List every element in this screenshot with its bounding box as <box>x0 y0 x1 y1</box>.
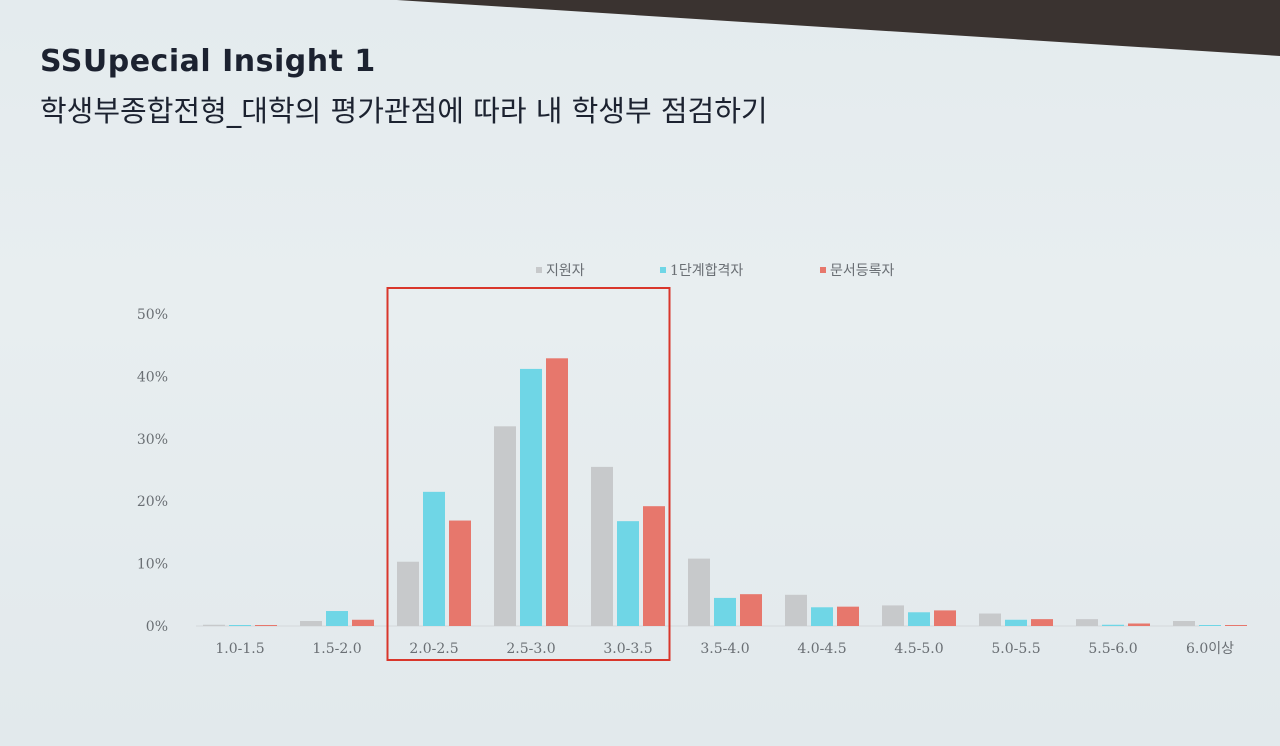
x-tick-label: 3.0-3.5 <box>603 641 652 657</box>
bar <box>1225 625 1247 626</box>
x-tick-label: 1.5-2.0 <box>312 641 361 657</box>
legend-label: 지원자 <box>546 263 585 279</box>
legend-label: 1단계합격자 <box>670 263 743 279</box>
legend-swatch <box>536 267 542 273</box>
bar <box>397 561 419 626</box>
x-tick-label: 5.5-6.0 <box>1088 641 1137 657</box>
bar <box>688 558 710 626</box>
bar <box>1128 623 1150 626</box>
bar <box>1031 619 1053 626</box>
bar <box>449 520 471 626</box>
x-tick-label: 6.0이상 <box>1186 641 1234 657</box>
bar <box>811 607 833 626</box>
bar <box>908 612 930 626</box>
legend: 지원자 1단계합격자 문서등록자 <box>536 263 895 279</box>
legend-label: 문서등록자 <box>830 263 895 279</box>
legend-swatch <box>660 267 666 273</box>
bar <box>423 491 445 626</box>
bar <box>520 368 542 626</box>
y-tick-label: 50% <box>137 307 168 323</box>
bar <box>203 624 225 626</box>
y-tick-label: 20% <box>137 494 168 510</box>
bar <box>934 610 956 626</box>
highlight-box-group <box>386 287 671 661</box>
bar <box>714 597 736 626</box>
bar <box>785 594 807 626</box>
bar <box>591 466 613 626</box>
y-tick-label: 0% <box>146 619 168 635</box>
y-tick-label: 40% <box>137 369 168 385</box>
x-axis: 1.0-1.5 1.5-2.0 2.0-2.5 2.5-3.0 3.0-3.5 3.5-4… <box>215 641 1234 657</box>
bar <box>229 625 251 626</box>
bar <box>1173 621 1195 626</box>
bar <box>326 611 348 626</box>
legend-swatch <box>820 267 826 273</box>
bar <box>1199 625 1221 626</box>
bar <box>882 605 904 626</box>
bars <box>196 358 1247 627</box>
bar <box>300 621 322 626</box>
bar <box>617 521 639 626</box>
y-tick-label: 10% <box>137 557 168 573</box>
bar <box>1076 619 1098 626</box>
slide-title: SSUpecial Insight 1 <box>40 44 376 79</box>
highlight-box <box>386 287 671 661</box>
x-tick-label: 3.5-4.0 <box>700 641 749 657</box>
bar <box>494 426 516 626</box>
x-tick-label: 1.0-1.5 <box>215 641 264 657</box>
bar <box>1102 624 1124 626</box>
y-tick-label: 30% <box>137 432 168 448</box>
x-tick-label: 4.5-5.0 <box>894 641 943 657</box>
x-tick-label: 2.0-2.5 <box>409 641 458 657</box>
x-tick-label: 2.5-3.0 <box>506 641 555 657</box>
bar <box>740 594 762 626</box>
bar <box>979 613 1001 626</box>
bar <box>255 625 277 626</box>
y-axis: 0% 10% 20% 30% 40% 50% <box>137 307 168 635</box>
bar <box>643 506 665 626</box>
slide-subtitle: 학생부종합전형_대학의 평가관점에 따라 내 학생부 점검하기 <box>40 94 768 128</box>
bar <box>352 619 374 626</box>
x-tick-label: 5.0-5.5 <box>991 641 1040 657</box>
x-tick-label: 4.0-4.5 <box>797 641 846 657</box>
bar <box>546 358 568 626</box>
bar <box>837 606 859 626</box>
bar <box>1005 619 1027 626</box>
